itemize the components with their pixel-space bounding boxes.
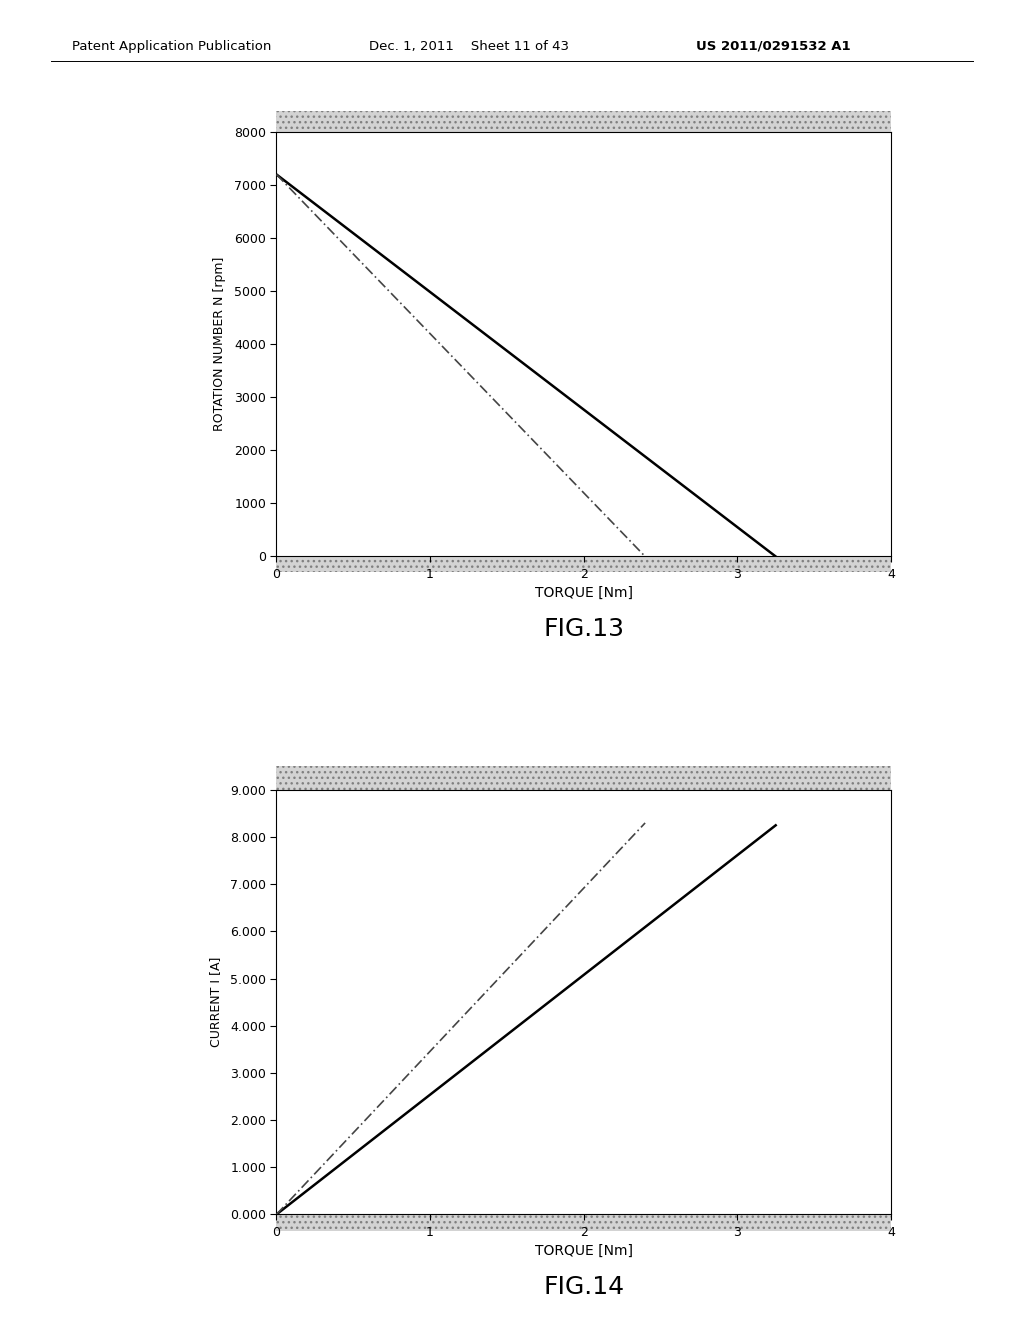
X-axis label: TORQUE [Nm]: TORQUE [Nm] xyxy=(535,1243,633,1258)
Text: Patent Application Publication: Patent Application Publication xyxy=(72,40,271,53)
Y-axis label: CURRENT I [A]: CURRENT I [A] xyxy=(209,957,222,1047)
Text: FIG.14: FIG.14 xyxy=(543,1275,625,1299)
Text: US 2011/0291532 A1: US 2011/0291532 A1 xyxy=(696,40,851,53)
Y-axis label: ROTATION NUMBER N [rpm]: ROTATION NUMBER N [rpm] xyxy=(213,257,225,432)
Text: Dec. 1, 2011    Sheet 11 of 43: Dec. 1, 2011 Sheet 11 of 43 xyxy=(369,40,568,53)
Text: FIG.13: FIG.13 xyxy=(543,616,625,642)
X-axis label: TORQUE [Nm]: TORQUE [Nm] xyxy=(535,586,633,601)
